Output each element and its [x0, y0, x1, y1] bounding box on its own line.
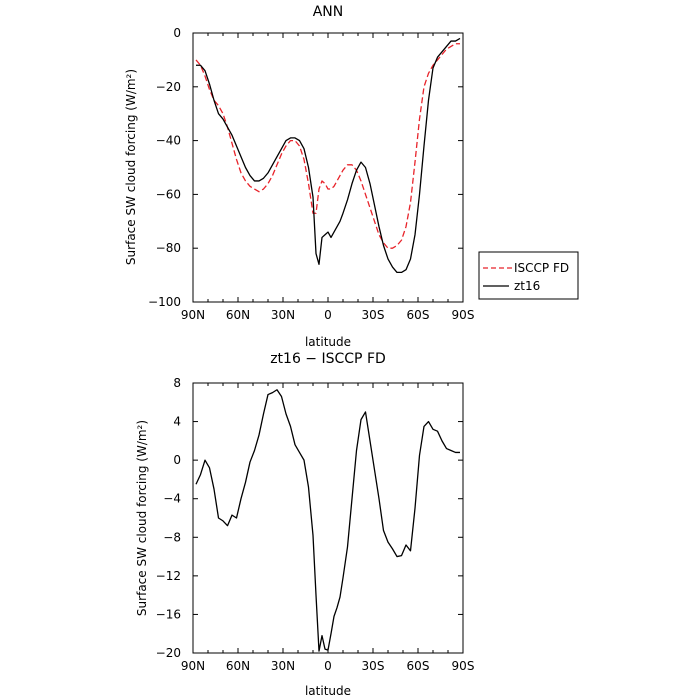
y-tick-label: −100: [148, 295, 181, 309]
y-tick-label: −20: [156, 80, 181, 94]
y-tick-label: 8: [173, 376, 181, 390]
x-tick-label: 60S: [407, 308, 430, 322]
top-xlabel: latitude: [305, 335, 351, 349]
y-tick-label: 0: [173, 453, 181, 467]
y-tick-label: −8: [163, 530, 181, 544]
x-tick-label: 0: [324, 659, 332, 673]
x-tick-label: 60N: [226, 659, 250, 673]
legend-label-zt16: zt16: [514, 279, 540, 293]
bottom-panel: zt16 − ISCCP FD 90N 60N 30N 0 30S 60S 90S 8 4 0 −4…: [135, 351, 474, 698]
x-tick-label: 60S: [407, 659, 430, 673]
y-tick-label: −20: [156, 646, 181, 660]
series-line-isccp-fd: [195, 43, 460, 249]
x-tick-label: 90S: [452, 659, 475, 673]
x-tick-label: 0: [324, 308, 332, 322]
y-tick-label: 4: [173, 415, 181, 429]
series-line-zt16: [196, 37, 461, 274]
x-tick-label: 90N: [181, 659, 205, 673]
y-tick-label: −16: [156, 607, 181, 621]
y-tick-label: −40: [156, 134, 181, 148]
top-panel: ANN 90N 60N 30N 0 30S 60S 90S 0 −20 −40 −60 −80 −100…: [124, 4, 579, 349]
top-axes-frame: [192, 32, 464, 303]
top-plot-area: 90N 60N 30N 0 30S 60S 90S 0 −20 −40 −60 −80 −100: [148, 26, 474, 322]
x-tick-label: 30N: [271, 308, 295, 322]
bottom-axes-frame: [192, 382, 464, 654]
legend-label-isccp: ISCCP FD: [514, 261, 569, 275]
top-title: ANN: [313, 4, 344, 20]
y-tick-label: −80: [156, 241, 181, 255]
y-tick-label: 0: [173, 26, 181, 40]
y-tick-label: −12: [156, 569, 181, 583]
x-tick-label: 30S: [362, 659, 385, 673]
top-ylabel: Surface SW cloud forcing (W/m²): [124, 69, 138, 265]
bottom-plot-area: 90N 60N 30N 0 30S 60S 90S 8 4 0 −4 −8 −12 −16 −20: [156, 376, 475, 673]
x-tick-label: 90N: [181, 308, 205, 322]
y-tick-label: −4: [163, 492, 181, 506]
x-tick-label: 30N: [271, 659, 295, 673]
bottom-xlabel: latitude: [305, 684, 351, 698]
series-line-difference: [195, 389, 460, 652]
x-tick-label: 90S: [452, 308, 475, 322]
bottom-ylabel: Surface SW cloud forcing (W/m²): [135, 420, 149, 616]
x-tick-label: 30S: [362, 308, 385, 322]
x-tick-label: 60N: [226, 308, 250, 322]
top-legend: ISCCP FD zt16: [478, 251, 579, 300]
y-tick-label: −60: [156, 187, 181, 201]
legend-box: [478, 251, 579, 300]
bottom-title: zt16 − ISCCP FD: [270, 351, 386, 367]
